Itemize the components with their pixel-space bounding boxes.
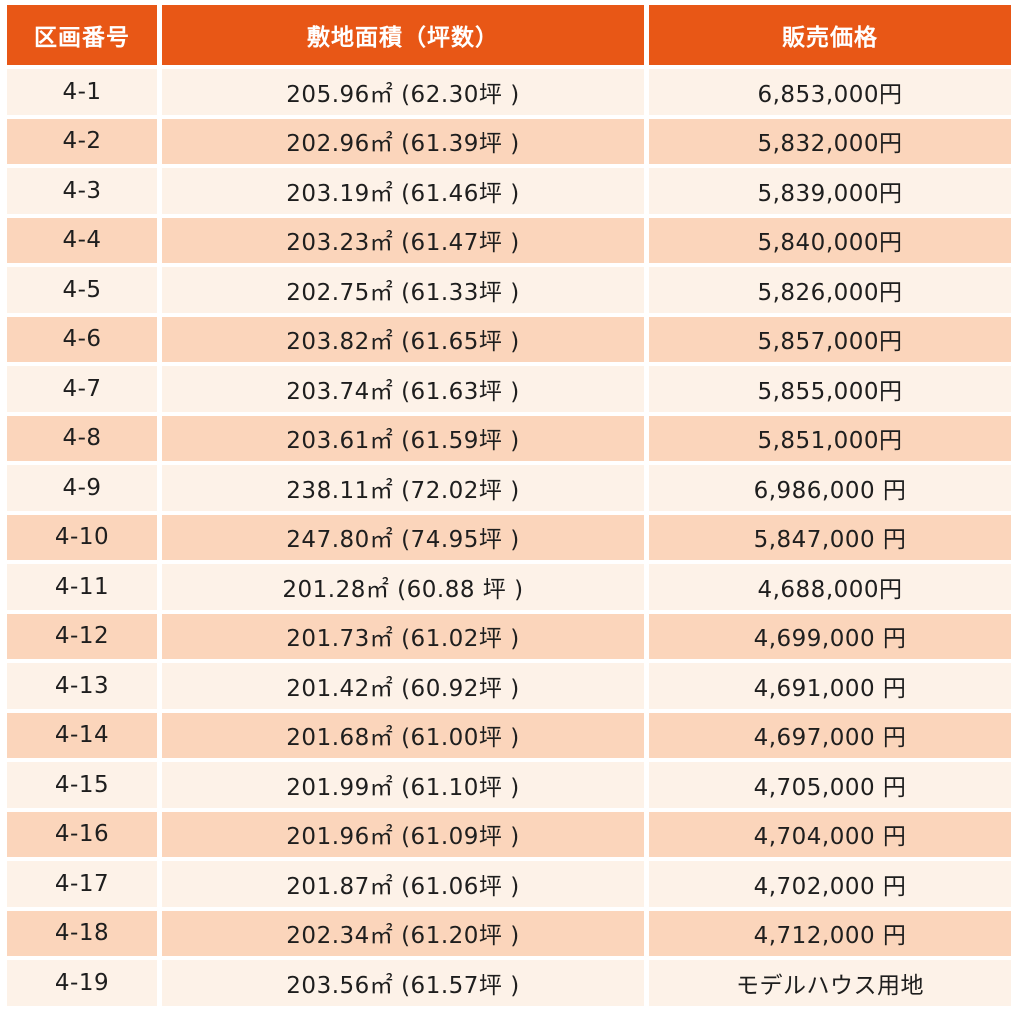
sale-price-cell: 6,986,000 円: [649, 465, 1011, 511]
sale-price-cell: 5,847,000 円: [649, 514, 1011, 560]
lot-number-cell: 4-10: [7, 514, 157, 560]
lot-number-cell: 4-5: [7, 267, 157, 313]
site-area-cell: 201.96㎡ (61.09坪 ): [162, 811, 644, 857]
sale-price-cell: 5,826,000円: [649, 267, 1011, 313]
sale-price-cell: 4,712,000 円: [649, 910, 1011, 956]
lot-number-cell: 4-11: [7, 564, 157, 610]
site-area-cell: 201.68㎡ (61.00坪 ): [162, 712, 644, 758]
lot-number-cell: 4-2: [7, 118, 157, 164]
sale-price-cell: 4,691,000 円: [649, 663, 1011, 709]
site-area-cell: 201.99㎡ (61.10坪 ): [162, 762, 644, 808]
lot-number-cell: 4-8: [7, 415, 157, 461]
lot-number-cell: 4-3: [7, 168, 157, 214]
site-area-cell: 202.96㎡ (61.39坪 ): [162, 118, 644, 164]
sale-price-cell: 4,688,000円: [649, 564, 1011, 610]
site-area-cell: 201.73㎡ (61.02坪 ): [162, 613, 644, 659]
site-area-cell: 201.42㎡ (60.92坪 ): [162, 663, 644, 709]
lot-number-cell: 4-4: [7, 217, 157, 263]
site-area-cell: 202.34㎡ (61.20坪 ): [162, 910, 644, 956]
sale-price-cell: 5,832,000円: [649, 118, 1011, 164]
site-area-cell: 203.82㎡ (61.65坪 ): [162, 316, 644, 362]
header-sale-price: 販売価格: [649, 5, 1011, 65]
sale-price-cell: 5,857,000円: [649, 316, 1011, 362]
sale-price-cell: 6,853,000円: [649, 69, 1011, 115]
lot-price-table: 区画番号 敷地面積（坪数） 販売価格 4-1 205.96㎡ (62.30坪 ) 6…: [7, 5, 1012, 1006]
site-area-cell: 202.75㎡ (61.33坪 ): [162, 267, 644, 313]
site-area-cell: 203.23㎡ (61.47坪 ): [162, 217, 644, 263]
sale-price-cell: 4,704,000 円: [649, 811, 1011, 857]
sale-price-cell: 4,702,000 円: [649, 861, 1011, 907]
lot-number-cell: 4-1: [7, 69, 157, 115]
site-area-cell: 203.61㎡ (61.59坪 ): [162, 415, 644, 461]
site-area-cell: 203.56㎡ (61.57坪 ): [162, 960, 644, 1006]
site-area-cell: 203.19㎡ (61.46坪 ): [162, 168, 644, 214]
site-area-cell: 201.87㎡ (61.06坪 ): [162, 861, 644, 907]
site-area-cell: 205.96㎡ (62.30坪 ): [162, 69, 644, 115]
sale-price-cell: モデルハウス用地: [649, 960, 1011, 1006]
lot-number-cell: 4-9: [7, 465, 157, 511]
site-area-cell: 247.80㎡ (74.95坪 ): [162, 514, 644, 560]
header-site-area: 敷地面積（坪数）: [162, 5, 644, 65]
sale-price-cell: 5,851,000円: [649, 415, 1011, 461]
lot-number-cell: 4-17: [7, 861, 157, 907]
sale-price-cell: 5,855,000円: [649, 366, 1011, 412]
site-area-cell: 238.11㎡ (72.02坪 ): [162, 465, 644, 511]
lot-number-cell: 4-14: [7, 712, 157, 758]
sale-price-cell: 4,697,000 円: [649, 712, 1011, 758]
site-area-cell: 201.28㎡ (60.88 坪 ): [162, 564, 644, 610]
sale-price-cell: 5,840,000円: [649, 217, 1011, 263]
lot-number-cell: 4-19: [7, 960, 157, 1006]
lot-number-cell: 4-6: [7, 316, 157, 362]
lot-number-cell: 4-12: [7, 613, 157, 659]
sale-price-cell: 4,699,000 円: [649, 613, 1011, 659]
sale-price-cell: 5,839,000円: [649, 168, 1011, 214]
site-area-cell: 203.74㎡ (61.63坪 ): [162, 366, 644, 412]
lot-number-cell: 4-16: [7, 811, 157, 857]
sale-price-cell: 4,705,000 円: [649, 762, 1011, 808]
lot-number-cell: 4-13: [7, 663, 157, 709]
lot-number-cell: 4-7: [7, 366, 157, 412]
lot-number-cell: 4-15: [7, 762, 157, 808]
lot-number-cell: 4-18: [7, 910, 157, 956]
header-lot-number: 区画番号: [7, 5, 157, 65]
